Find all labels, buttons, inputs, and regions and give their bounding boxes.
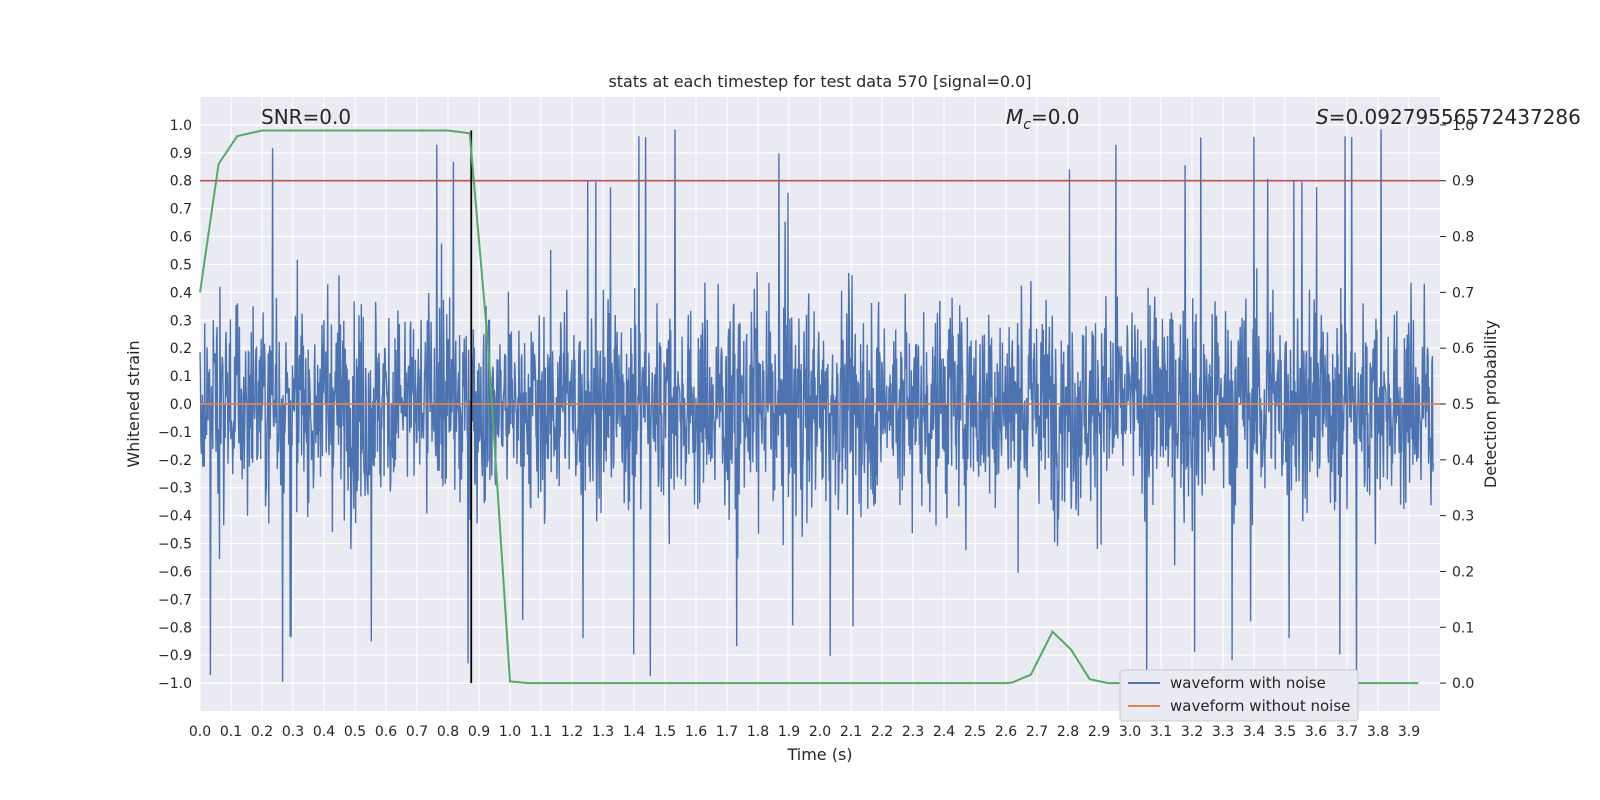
score-annotation: S=0.0927955657243728​6: [1316, 105, 1581, 129]
x-tick-label: 3.7: [1336, 724, 1358, 740]
y2-tick-label: 0.3: [1452, 509, 1474, 525]
y-tick-label: −0.5: [158, 537, 192, 553]
detection-probability-line: [199, 129, 1419, 685]
x-tick-label: 2.6: [995, 724, 1017, 740]
x-tick-label: 1.0: [499, 724, 521, 740]
y2-tick-label: 0.9: [1452, 174, 1474, 190]
x-tick-label: 2.0: [809, 724, 831, 740]
y2-tick-label: 0.4: [1452, 453, 1474, 469]
x-tick-label: 3.1: [1150, 724, 1172, 740]
y-tick-label: −0.1: [158, 425, 192, 441]
chirp-mass-annotation: Mc=0.0: [1006, 105, 1080, 133]
y-tick-label: 0.0: [170, 397, 192, 413]
x-tick-label: 3.6: [1305, 724, 1327, 740]
x-tick-label: 2.2: [871, 724, 893, 740]
y-axis-label: Whitened strain: [124, 340, 143, 467]
y-axis-ticks: 1.0 0.9 0.8 0.7 0.6 0.5 0.4 0.3 0.2 0.1 0.0 −0.1 −0.…: [158, 118, 192, 692]
x-tick-label: 1.5: [654, 724, 676, 740]
y2-tick-label: 0.8: [1452, 230, 1474, 246]
y2-tick-label: 0.5: [1452, 397, 1474, 413]
x-tick-label: 0.4: [313, 724, 335, 740]
chart-title: stats at each timestep for test data 570…: [608, 72, 1031, 91]
x-tick-label: 3.3: [1212, 724, 1234, 740]
y-tick-label: 0.7: [170, 202, 192, 218]
x-tick-label: 2.4: [933, 724, 955, 740]
legend-label-noise: waveform with noise: [1170, 674, 1326, 692]
y2-tick-label: 0.7: [1452, 285, 1474, 301]
x-tick-label: 0.8: [437, 724, 459, 740]
y-tick-label: −0.2: [158, 453, 192, 469]
x-tick-label: 2.1: [840, 724, 862, 740]
y-tick-label: 0.6: [170, 230, 192, 246]
y-tick-label: −0.7: [158, 592, 192, 608]
x-tick-label: 2.9: [1088, 724, 1110, 740]
legend: waveform with noise waveform without noi…: [1119, 669, 1359, 722]
x-tick-label: 2.5: [964, 724, 986, 740]
x-tick-label: 3.9: [1398, 724, 1420, 740]
x-tick-label: 1.2: [561, 724, 583, 740]
x-tick-label: 3.5: [1274, 724, 1296, 740]
chart-overlays: [199, 129, 1440, 685]
x-axis-label: Time (s): [786, 745, 852, 764]
y-tick-label: 0.9: [170, 146, 192, 162]
y-tick-label: −0.6: [158, 564, 192, 580]
x-tick-label: 2.3: [902, 724, 924, 740]
y-tick-label: 0.5: [170, 257, 192, 273]
x-tick-label: 3.4: [1243, 724, 1265, 740]
x-tick-label: 0.7: [406, 724, 428, 740]
x-tick-label: 0.6: [375, 724, 397, 740]
y2-axis-ticks: 1.0 0.9 0.8 0.7 0.6 0.5 0.4 0.3 0.2 0.1 0.0: [1440, 118, 1474, 692]
x-tick-label: 3.0: [1119, 724, 1141, 740]
y-tick-label: −0.3: [158, 481, 192, 497]
x-tick-label: 0.0: [189, 724, 211, 740]
y-tick-label: −1.0: [158, 676, 192, 692]
series-waveform-with-noise: [199, 129, 1434, 682]
snr-annotation: SNR=0.0: [261, 105, 351, 129]
y-tick-label: 0.1: [170, 369, 192, 385]
y-tick-label: 0.2: [170, 341, 192, 357]
x-tick-label: 1.7: [716, 724, 738, 740]
waveform-with-noise-line: [199, 129, 1434, 682]
x-tick-label: 0.2: [251, 724, 273, 740]
x-tick-label: 1.4: [623, 724, 645, 740]
y-tick-label: 0.8: [170, 174, 192, 190]
x-tick-label: 0.3: [282, 724, 304, 740]
x-tick-label: 0.9: [468, 724, 490, 740]
y2-axis-label: Detection probability: [1481, 320, 1500, 488]
legend-label-clean: waveform without noise: [1170, 697, 1350, 715]
x-tick-label: 1.9: [778, 724, 800, 740]
x-axis-ticks: 0.0 0.1 0.2 0.3 0.4 0.5 0.6 0.7 0.8 0.9 1.0 1.1 1.2 1…: [189, 724, 1420, 740]
x-tick-label: 0.1: [220, 724, 242, 740]
y-tick-label: 0.3: [170, 313, 192, 329]
y2-tick-label: 0.6: [1452, 341, 1474, 357]
y2-tick-label: 0.0: [1452, 676, 1474, 692]
y2-tick-label: 1.0: [1452, 118, 1474, 134]
legend-box: [1119, 669, 1359, 722]
x-tick-label: 1.1: [530, 724, 552, 740]
y2-tick-label: 0.1: [1452, 620, 1474, 636]
x-tick-label: 3.8: [1367, 724, 1389, 740]
x-tick-label: 2.7: [1026, 724, 1048, 740]
x-tick-label: 1.6: [685, 724, 707, 740]
x-tick-label: 1.3: [592, 724, 614, 740]
y-tick-label: −0.8: [158, 620, 192, 636]
y-tick-label: −0.9: [158, 648, 192, 664]
y-tick-label: 1.0: [170, 118, 192, 134]
x-tick-label: 3.2: [1181, 724, 1203, 740]
x-tick-label: 1.8: [747, 724, 769, 740]
y-tick-label: −0.4: [158, 509, 192, 525]
x-tick-label: 2.8: [1057, 724, 1079, 740]
x-tick-label: 0.5: [344, 724, 366, 740]
y-tick-label: 0.4: [170, 285, 192, 301]
y2-tick-label: 0.2: [1452, 564, 1474, 580]
